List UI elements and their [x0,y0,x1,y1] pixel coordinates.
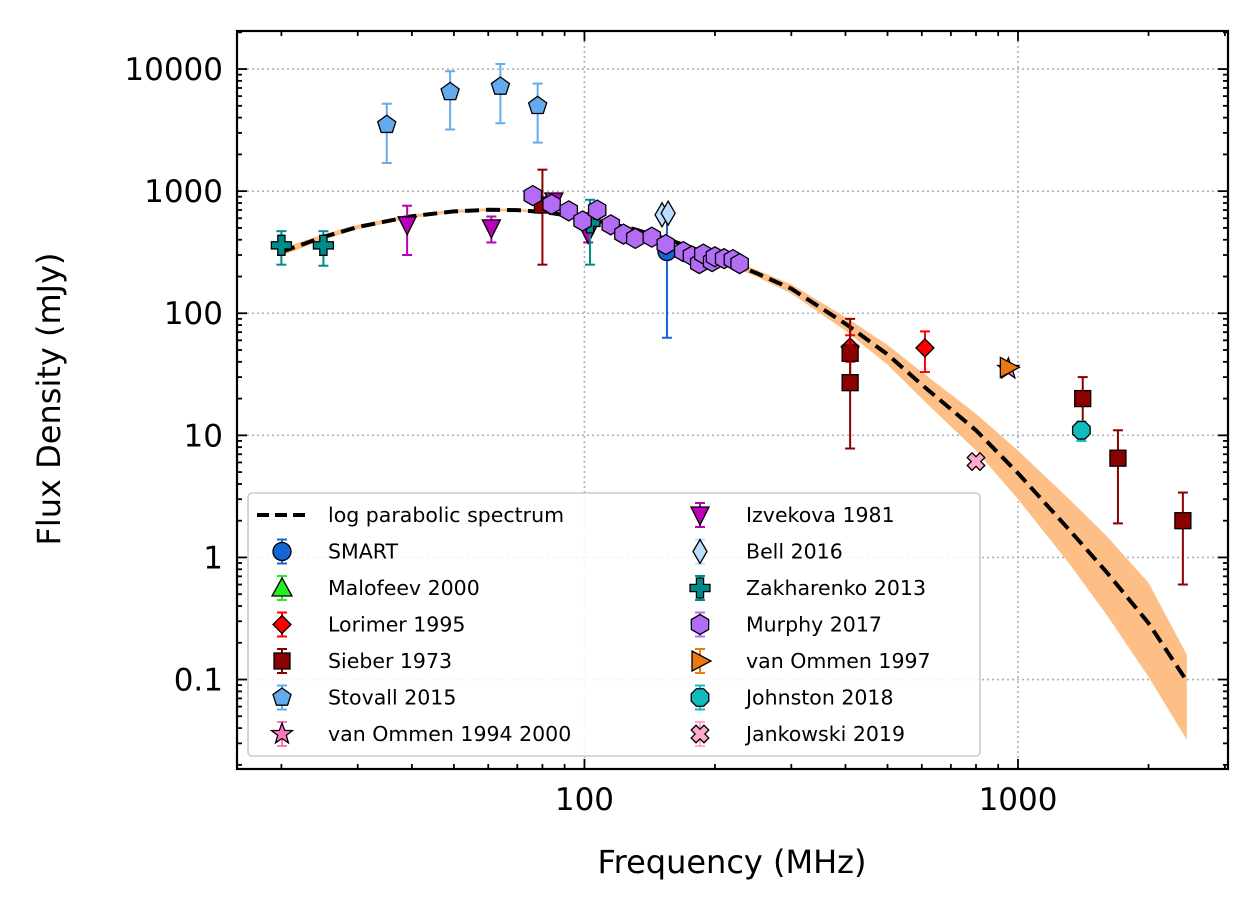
x-tick-label: 1000 [979,782,1058,818]
error-bar [845,343,856,450]
legend-item: log parabolic spectrum [257,503,564,527]
legend-label: Zakharenko 2013 [746,576,926,600]
legend-label: Malofeev 2000 [328,576,480,600]
legend-item: van Ommen 1994 2000 [269,721,571,747]
y-tick-label: 0.1 [174,663,223,699]
data-point [999,356,1021,379]
plot-frame [235,29,1230,771]
series-johnston-2018 [1071,420,1091,442]
legend-item: Lorimer 1995 [272,611,465,638]
series-jankowski-2019 [966,451,986,472]
legend-handle [269,721,295,745]
legend-handle [272,614,292,635]
data-point [481,219,502,240]
data-point [915,338,935,358]
legend-item: Zakharenko 2013 [689,575,926,601]
legend-handle [272,687,292,706]
model-uncertainty-band [281,208,1187,740]
series-van-ommen-1997 [999,356,1021,379]
axes-frame [235,29,1230,771]
legend-handle [270,576,294,597]
data-point [660,199,676,227]
data-point [1109,449,1127,467]
y-tick-label: 1000 [144,174,223,210]
data-point [523,184,543,207]
x-tick-label: 100 [555,782,614,818]
legend-box [247,492,981,757]
data-point [841,374,859,392]
data-point [587,199,607,221]
legend-item: SMART [272,538,398,565]
y-tick-label: 10 [184,418,223,454]
legend-item: Sieber 1973 [273,648,452,674]
tick-labels: 100 1000 0.1 1 10 100 1000 10000 [124,52,1057,818]
data-point [656,233,676,256]
y-axis-title: Flux Density (mJy) [30,252,68,545]
legend-label: Johnston 2018 [744,686,894,710]
legend-label: Lorimer 1995 [328,613,465,637]
error-bar [1112,429,1123,525]
legend-item: Murphy 2017 [690,611,882,638]
data-point [559,200,579,222]
legend-handle [692,538,708,565]
legend-label: Murphy 2017 [746,613,882,637]
series-bell-2016 [654,199,676,229]
data-point [270,234,293,256]
data-points [270,63,1192,586]
data-point [490,76,511,95]
data-point [440,81,460,101]
legend-item: van Ommen 1997 [691,648,931,674]
legend-handle [690,613,710,636]
legend-handle [689,577,711,599]
y-tick-label: 100 [164,296,223,332]
data-point [376,114,397,134]
legend: log parabolic spectrum SMART Malofeev 2000… [247,492,981,757]
error-bar [381,102,392,165]
data-point [1074,389,1092,408]
data-point [1071,420,1091,440]
legend-handle [690,724,710,744]
data-point [642,226,662,248]
legend-handle [689,506,711,527]
data-point [966,451,986,472]
legend-item: Bell 2016 [692,538,843,565]
error-bar [1177,491,1188,586]
series-stovall-2015 [376,63,548,165]
legend-label: log parabolic spectrum [328,503,564,527]
legend-handle [272,541,292,562]
legend-label: Jankowski 2019 [744,722,905,746]
data-point [527,95,548,115]
data-point [625,227,645,250]
series-murphy-2017 [523,184,749,275]
legend-label: SMART [328,540,398,564]
legend-label: Bell 2016 [746,540,843,564]
data-point [397,216,418,237]
legend-label: Stovall 2015 [328,686,456,710]
legend-item: Izvekova 1981 [689,502,895,528]
uncertainty-band [281,208,1187,740]
data-point [312,234,335,256]
legend-handle [691,649,713,673]
legend-label: Sieber 1973 [328,649,452,673]
legend-handle [690,688,710,707]
error-bar [537,168,548,266]
data-point [1174,512,1192,530]
legend-item: Johnston 2018 [690,684,894,711]
legend-label: van Ommen 1997 [746,649,931,673]
legend-label: Izvekova 1981 [746,503,895,527]
x-axis-title: Frequency (MHz) [598,843,867,881]
data-point [542,193,561,216]
legend-item: Malofeev 2000 [270,575,480,601]
legend-label: van Ommen 1994 2000 [328,722,571,746]
legend-item: Stovall 2015 [272,684,456,711]
y-tick-label: 1 [203,540,223,576]
data-point [730,252,749,275]
error-bar [445,70,456,131]
legend-handle [273,652,291,670]
legend-item: Jankowski 2019 [690,721,905,747]
y-tick-label: 10000 [124,52,223,88]
